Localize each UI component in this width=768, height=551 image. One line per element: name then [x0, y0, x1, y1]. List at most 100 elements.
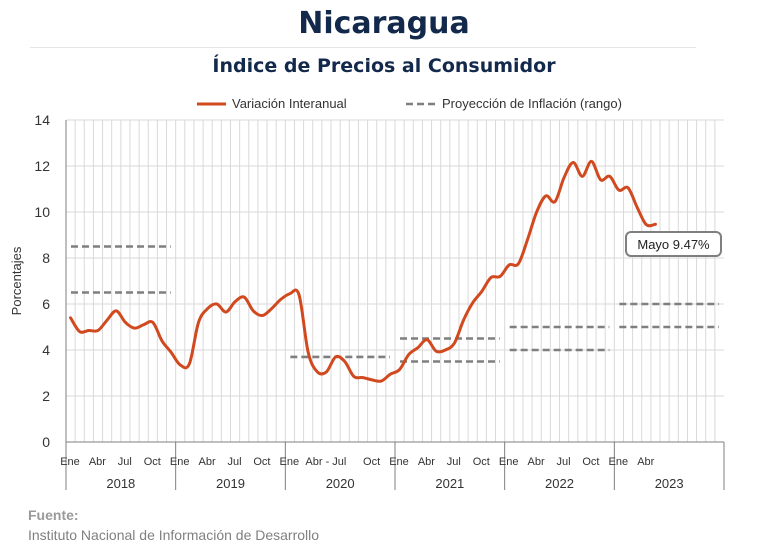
year-label: 2022	[545, 476, 574, 491]
month-tick-label: Abr - Jul	[305, 456, 346, 468]
month-tick-label: Abr	[89, 456, 106, 468]
month-tick-label: Oct	[253, 456, 270, 468]
data-point	[590, 160, 593, 162]
year-label: 2023	[655, 476, 684, 491]
data-point	[325, 371, 328, 373]
month-tick-label: Oct	[473, 456, 490, 468]
source-text: Instituto Nacional de Información de Des…	[28, 527, 320, 543]
data-point	[398, 368, 401, 371]
data-point	[344, 360, 346, 363]
data-point	[225, 311, 227, 313]
month-tick-label: Ene	[609, 456, 629, 468]
month-tick-label: Jul	[227, 456, 241, 468]
month-tick-label: Ene	[499, 456, 519, 468]
data-point	[197, 321, 200, 323]
data-point	[362, 377, 364, 379]
y-tick-label: 2	[42, 388, 50, 404]
data-point	[143, 324, 145, 326]
y-tick-label: 14	[34, 112, 50, 128]
data-point	[252, 310, 254, 312]
data-point	[554, 201, 556, 203]
source-label: Fuente:	[28, 507, 79, 523]
data-point	[627, 187, 629, 189]
data-point	[600, 179, 602, 181]
month-tick-label: Jul	[118, 456, 132, 468]
data-point	[572, 161, 574, 164]
year-label: 2019	[216, 476, 245, 491]
data-point	[426, 339, 428, 341]
data-point	[508, 264, 510, 266]
data-point	[380, 380, 382, 382]
data-point	[188, 363, 190, 365]
data-point	[69, 317, 72, 319]
data-point	[234, 301, 236, 303]
data-point	[334, 356, 337, 358]
data-point	[490, 276, 492, 279]
month-tick-label: Jul	[447, 456, 461, 468]
y-tick-label: 6	[42, 296, 50, 312]
inflation-line-chart: 0 2 4 6 8 10 12 14 Porcentajes 2018 2019 2020 2021 20…	[9, 96, 725, 491]
data-point	[170, 351, 172, 353]
month-tick-label: Abr	[418, 456, 435, 468]
data-point	[106, 319, 108, 321]
data-point	[645, 224, 647, 226]
chart-subtitle: Índice de Precios al Consumidor	[212, 55, 556, 77]
data-point	[133, 327, 136, 329]
data-point	[462, 319, 465, 321]
data-point	[88, 329, 90, 332]
data-point	[289, 293, 291, 295]
data-point	[152, 321, 154, 323]
data-point	[444, 349, 446, 351]
data-point	[353, 375, 355, 378]
month-tick-label: Oct	[363, 456, 380, 468]
data-point	[389, 373, 392, 375]
data-point	[207, 308, 209, 310]
y-tick-label: 12	[34, 158, 50, 174]
month-tick-label: Ene	[280, 456, 300, 468]
data-point	[563, 176, 565, 179]
annotation-callout: Mayo 9.47%	[625, 231, 722, 257]
data-point	[654, 223, 657, 225]
data-point	[408, 354, 410, 356]
y-tick-label: 10	[34, 204, 50, 220]
annotation-box	[625, 231, 722, 257]
data-point	[517, 263, 519, 265]
month-tick-label: Oct	[144, 456, 161, 468]
y-axis-title: Porcentajes	[9, 246, 24, 315]
data-point	[115, 310, 117, 312]
data-point	[179, 364, 181, 366]
month-tick-label: Abr	[199, 456, 216, 468]
data-point	[536, 211, 538, 213]
data-point	[481, 290, 483, 292]
data-point	[243, 296, 245, 298]
data-point	[453, 342, 456, 344]
year-label: 2021	[435, 476, 464, 491]
data-point	[97, 329, 99, 332]
month-tick-label: Oct	[582, 456, 599, 468]
data-point	[618, 189, 620, 191]
data-point	[307, 351, 309, 353]
data-point	[545, 195, 547, 197]
data-point	[609, 175, 611, 177]
year-label: 2018	[106, 476, 135, 491]
data-point	[298, 294, 300, 296]
data-point	[280, 298, 282, 300]
data-point	[581, 175, 583, 177]
y-tick-label: 4	[42, 342, 50, 358]
data-point	[124, 321, 127, 323]
data-point	[526, 239, 529, 241]
month-tick-label: Ene	[170, 456, 190, 468]
data-point	[316, 371, 318, 373]
title-divider	[30, 47, 696, 48]
data-point	[417, 347, 419, 349]
month-tick-label: Jul	[556, 456, 570, 468]
data-point	[499, 275, 501, 277]
month-tick-label: Abr	[528, 456, 545, 468]
annotation-label: Mayo 9.47%	[637, 237, 710, 252]
chart-title: Nicaragua	[298, 6, 470, 41]
data-point	[161, 340, 163, 342]
data-point	[79, 331, 81, 333]
month-tick-label: Ene	[389, 456, 409, 468]
data-point	[472, 302, 474, 304]
data-point	[271, 308, 273, 310]
